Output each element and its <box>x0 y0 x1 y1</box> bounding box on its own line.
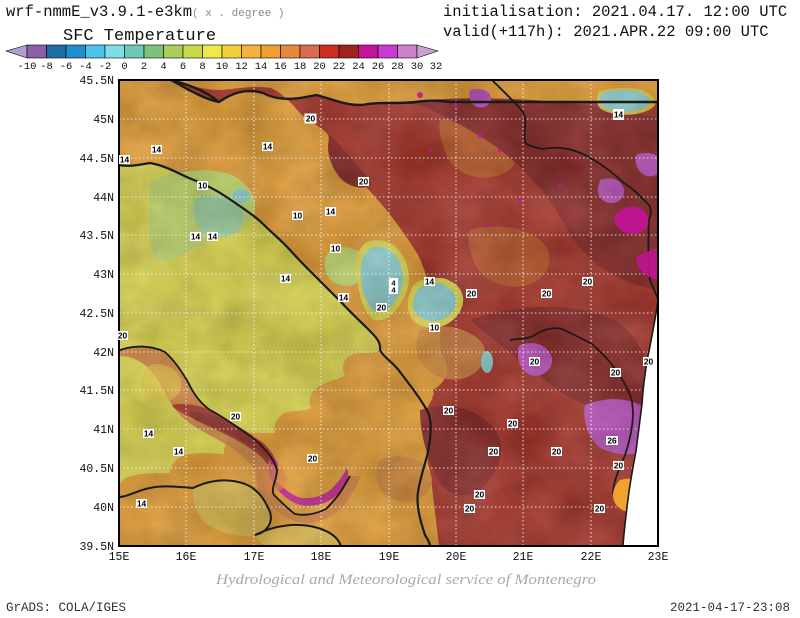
svg-text:initialisation: 2021.04.17. 12: initialisation: 2021.04.17. 12:00 UTC <box>443 3 787 21</box>
svg-text:44.5N: 44.5N <box>79 153 114 166</box>
svg-text:18E: 18E <box>311 551 332 564</box>
svg-text:30: 30 <box>411 61 424 73</box>
svg-text:22E: 22E <box>581 551 602 564</box>
svg-text:20: 20 <box>508 419 518 429</box>
svg-text:20: 20 <box>444 406 454 416</box>
svg-text:20: 20 <box>595 504 605 514</box>
svg-text:20: 20 <box>359 177 369 187</box>
svg-text:20: 20 <box>611 368 621 378</box>
svg-text:43N: 43N <box>93 269 114 282</box>
svg-text:20: 20 <box>313 61 326 73</box>
svg-text:wrf-nmmE_v3.9.1-e3km( x . degr: wrf-nmmE_v3.9.1-e3km( x . degree ) <box>6 3 284 21</box>
svg-text:26: 26 <box>607 436 617 446</box>
svg-text:14: 14 <box>208 232 218 242</box>
svg-text:40.5N: 40.5N <box>79 463 114 476</box>
svg-text:22: 22 <box>333 61 346 73</box>
svg-text:20: 20 <box>231 412 241 422</box>
svg-text:20: 20 <box>467 289 477 299</box>
svg-text:17E: 17E <box>244 551 265 564</box>
svg-text:20: 20 <box>542 289 552 299</box>
svg-text:20: 20 <box>118 331 128 341</box>
svg-text:44N: 44N <box>93 192 114 205</box>
svg-text:41N: 41N <box>93 424 114 437</box>
svg-text:14: 14 <box>263 142 273 152</box>
svg-text:14: 14 <box>144 429 154 439</box>
svg-text:16: 16 <box>274 61 287 73</box>
svg-text:26: 26 <box>372 61 385 73</box>
svg-text:32: 32 <box>430 61 443 73</box>
svg-text:-4: -4 <box>79 61 92 73</box>
svg-text:10: 10 <box>331 244 341 254</box>
svg-text:42N: 42N <box>93 347 114 360</box>
svg-text:16E: 16E <box>176 551 197 564</box>
svg-text:8: 8 <box>199 61 205 73</box>
svg-text:45.5N: 45.5N <box>79 75 114 88</box>
svg-text:20: 20 <box>552 447 562 457</box>
svg-text:28: 28 <box>391 61 404 73</box>
svg-text:14: 14 <box>137 499 147 509</box>
svg-text:14: 14 <box>255 61 268 73</box>
svg-text:2: 2 <box>141 61 147 73</box>
svg-text:14: 14 <box>120 155 130 165</box>
svg-text:2021-04-17-23:08: 2021-04-17-23:08 <box>670 601 790 615</box>
svg-text:20: 20 <box>306 114 316 124</box>
svg-text:40N: 40N <box>93 502 114 515</box>
svg-text:45N: 45N <box>93 114 114 127</box>
svg-text:10: 10 <box>430 323 440 333</box>
svg-text:-2: -2 <box>99 61 112 73</box>
svg-text:14: 14 <box>339 293 349 303</box>
svg-text:20: 20 <box>489 447 499 457</box>
svg-text:Hydrological and Meteorologica: Hydrological and Meteorological service … <box>215 572 597 588</box>
svg-text:20E: 20E <box>446 551 467 564</box>
svg-text:10: 10 <box>293 211 303 221</box>
svg-text:20: 20 <box>475 490 485 500</box>
svg-text:0: 0 <box>121 61 127 73</box>
svg-text:14: 14 <box>152 145 162 155</box>
svg-text:10: 10 <box>198 181 208 191</box>
svg-text:-6: -6 <box>60 61 73 73</box>
svg-text:20: 20 <box>583 277 593 287</box>
svg-text:23E: 23E <box>648 551 669 564</box>
svg-text:43.5N: 43.5N <box>79 230 114 243</box>
svg-text:19E: 19E <box>379 551 400 564</box>
svg-text:10: 10 <box>216 61 229 73</box>
svg-text:14: 14 <box>174 447 184 457</box>
svg-text:14: 14 <box>425 277 435 287</box>
svg-text:6: 6 <box>180 61 186 73</box>
svg-text:20: 20 <box>644 357 654 367</box>
svg-text:20: 20 <box>530 357 540 367</box>
svg-text:20: 20 <box>465 504 475 514</box>
svg-text:41.5N: 41.5N <box>79 385 114 398</box>
svg-text:SFC Temperature: SFC Temperature <box>63 27 216 46</box>
svg-text:14: 14 <box>281 274 291 284</box>
svg-text:14: 14 <box>191 232 201 242</box>
svg-text:valid(+117h): 2021.APR.22 09:0: valid(+117h): 2021.APR.22 09:00 UTC <box>443 23 769 41</box>
svg-text:24: 24 <box>352 61 365 73</box>
svg-text:20: 20 <box>308 454 318 464</box>
svg-text:20: 20 <box>614 461 624 471</box>
svg-text:14: 14 <box>326 207 336 217</box>
svg-text:21E: 21E <box>513 551 534 564</box>
svg-text:18: 18 <box>294 61 307 73</box>
svg-text:20: 20 <box>377 303 387 313</box>
svg-text:4: 4 <box>160 61 166 73</box>
svg-text:-10: -10 <box>18 61 37 73</box>
svg-text:12: 12 <box>235 61 248 73</box>
svg-text:14: 14 <box>614 110 624 120</box>
svg-text:15E: 15E <box>109 551 130 564</box>
svg-text:GrADS: COLA/IGES: GrADS: COLA/IGES <box>6 601 126 615</box>
svg-text:-8: -8 <box>40 61 53 73</box>
svg-text:42.5N: 42.5N <box>79 308 114 321</box>
